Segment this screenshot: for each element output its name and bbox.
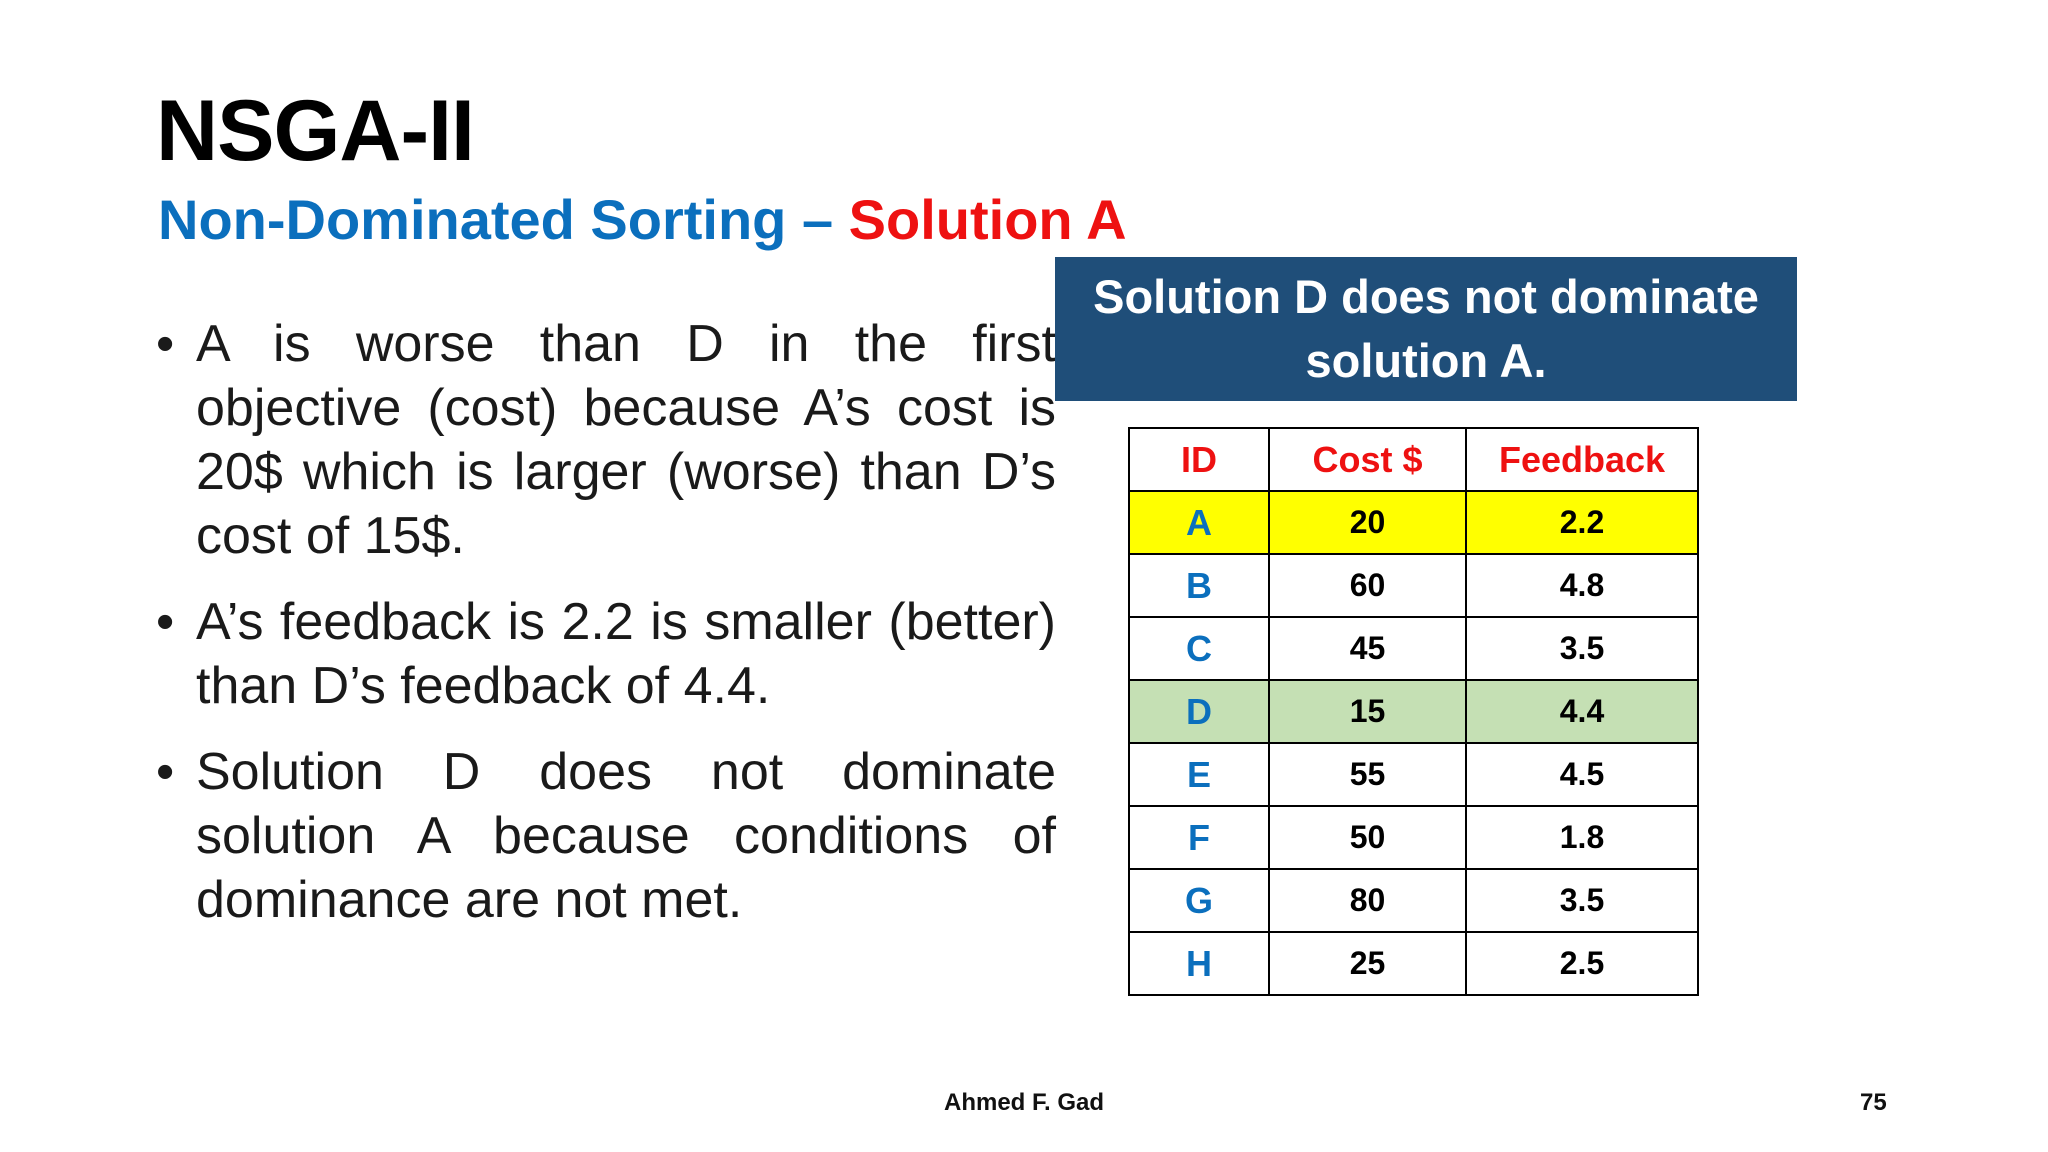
- callout-box: Solution D does not dominate solution A.: [1055, 257, 1797, 401]
- bullet-item: • A’s feedback is 2.2 is smaller (better…: [156, 590, 1056, 718]
- subtitle-topic: Non-Dominated Sorting –: [158, 188, 849, 251]
- page-number: 75: [1860, 1089, 1887, 1116]
- slide-title: NSGA-II: [156, 83, 475, 179]
- table-row: H 25 2.5: [1128, 931, 1699, 996]
- bullet-icon: •: [156, 743, 175, 801]
- table-row: C 45 3.5: [1128, 616, 1699, 681]
- table-row: A 20 2.2: [1128, 490, 1699, 555]
- table-header-row: ID Cost $ Feedback: [1128, 427, 1699, 492]
- bullet-item: • A is worse than D in the first objecti…: [156, 312, 1056, 568]
- cell-feedback: 4.5: [1465, 742, 1699, 807]
- header-cost: Cost $: [1268, 427, 1467, 492]
- cell-cost: 45: [1268, 616, 1467, 681]
- cell-id: F: [1128, 805, 1270, 870]
- callout-line-1: Solution D does not dominate: [1093, 270, 1759, 323]
- cell-cost: 25: [1268, 931, 1467, 996]
- table-row: E 55 4.5: [1128, 742, 1699, 807]
- header-feedback: Feedback: [1465, 427, 1699, 492]
- cell-feedback: 4.8: [1465, 553, 1699, 618]
- bullet-icon: •: [156, 315, 175, 373]
- cell-id: B: [1128, 553, 1270, 618]
- bullet-text: A’s feedback is 2.2 is smaller (better) …: [196, 593, 1056, 715]
- cell-id: A: [1128, 490, 1270, 555]
- cell-feedback: 3.5: [1465, 616, 1699, 681]
- table-row: B 60 4.8: [1128, 553, 1699, 618]
- cell-id: D: [1128, 679, 1270, 744]
- cell-cost: 80: [1268, 868, 1467, 933]
- cell-cost: 50: [1268, 805, 1467, 870]
- cell-feedback: 1.8: [1465, 805, 1699, 870]
- cell-feedback: 2.2: [1465, 490, 1699, 555]
- cell-id: E: [1128, 742, 1270, 807]
- bullet-list: • A is worse than D in the first objecti…: [156, 312, 1056, 954]
- table-row: F 50 1.8: [1128, 805, 1699, 870]
- bullet-icon: •: [156, 593, 175, 651]
- bullet-item: • Solution D does not dominate solution …: [156, 740, 1056, 932]
- cell-feedback: 4.4: [1465, 679, 1699, 744]
- cell-cost: 20: [1268, 490, 1467, 555]
- cell-feedback: 2.5: [1465, 931, 1699, 996]
- cell-feedback: 3.5: [1465, 868, 1699, 933]
- bullet-text: A is worse than D in the first objective…: [196, 315, 1056, 565]
- cell-id: C: [1128, 616, 1270, 681]
- table-row: G 80 3.5: [1128, 868, 1699, 933]
- subtitle-solution: Solution A: [848, 188, 1127, 251]
- cell-id: H: [1128, 931, 1270, 996]
- cell-cost: 55: [1268, 742, 1467, 807]
- footer-author: Ahmed F. Gad: [943, 1089, 1105, 1116]
- slide-subtitle: Non-Dominated Sorting – Solution A: [158, 192, 1127, 248]
- cell-cost: 60: [1268, 553, 1467, 618]
- solutions-table: ID Cost $ Feedback A 20 2.2 B 60 4.8 C 4…: [1128, 427, 1699, 996]
- table-row: D 15 4.4: [1128, 679, 1699, 744]
- bullet-text: Solution D does not dominate solution A …: [196, 743, 1056, 929]
- cell-id: G: [1128, 868, 1270, 933]
- cell-cost: 15: [1268, 679, 1467, 744]
- header-id: ID: [1128, 427, 1270, 492]
- callout-line-2: solution A.: [1305, 334, 1547, 387]
